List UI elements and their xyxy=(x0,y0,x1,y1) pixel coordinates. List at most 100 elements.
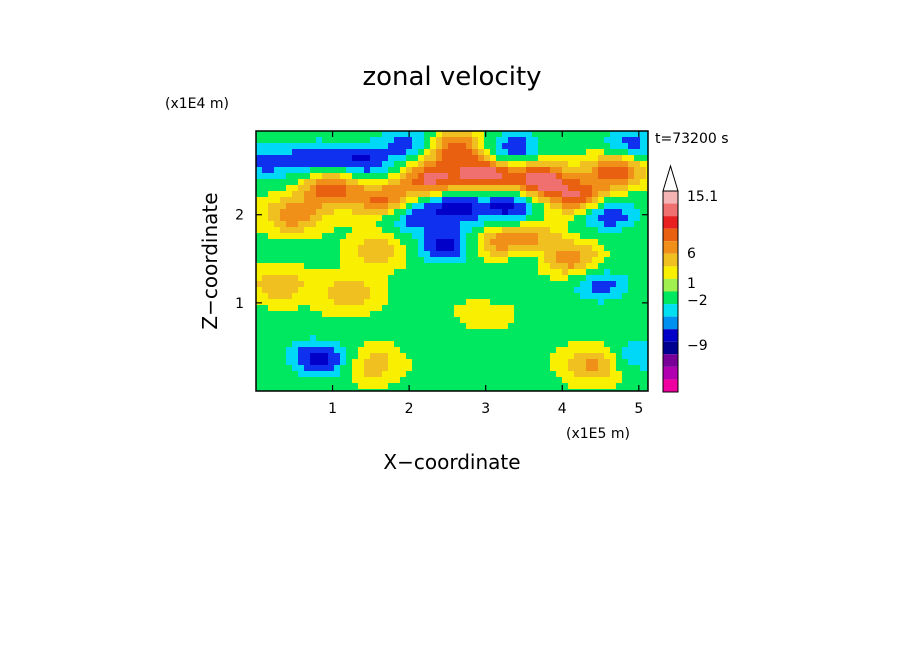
contour-cell xyxy=(610,251,617,258)
contour-cell xyxy=(310,269,317,276)
contour-cell xyxy=(526,155,533,162)
contour-cell xyxy=(352,311,359,318)
contour-cell xyxy=(472,383,479,390)
contour-cell xyxy=(472,341,479,348)
contour-cell xyxy=(460,281,467,288)
contour-cell xyxy=(580,209,587,216)
contour-cell xyxy=(316,239,323,246)
contour-cell xyxy=(568,371,575,378)
contour-cell xyxy=(568,305,575,312)
contour-cell xyxy=(430,233,437,240)
contour-cell xyxy=(382,281,389,288)
contour-cell xyxy=(532,191,539,198)
contour-cell xyxy=(328,137,335,144)
contour-cell xyxy=(310,233,317,240)
contour-cell xyxy=(328,269,335,276)
contour-cell xyxy=(598,293,605,300)
contour-cell xyxy=(430,263,437,270)
contour-cell xyxy=(346,197,353,204)
contour-cell xyxy=(616,185,623,192)
contour-cell xyxy=(388,197,395,204)
contour-cell xyxy=(442,335,449,342)
contour-cell xyxy=(592,137,599,144)
contour-cell xyxy=(340,269,347,276)
contour-cell xyxy=(466,227,473,234)
contour-cell xyxy=(508,293,515,300)
contour-cell xyxy=(538,323,545,330)
contour-cell xyxy=(568,161,575,168)
contour-cell xyxy=(550,359,557,366)
contour-cell xyxy=(580,383,587,390)
contour-cell xyxy=(634,203,641,210)
contour-cell xyxy=(640,353,647,360)
contour-cell xyxy=(340,281,347,288)
contour-cell xyxy=(514,239,521,246)
contour-cell xyxy=(376,167,383,174)
contour-cell xyxy=(580,323,587,330)
contour-cell xyxy=(322,161,329,168)
contour-cell xyxy=(520,167,527,174)
contour-cell xyxy=(418,215,425,222)
contour-cell xyxy=(580,137,587,144)
contour-cell xyxy=(502,191,509,198)
contour-cell xyxy=(382,185,389,192)
contour-cell xyxy=(514,203,521,210)
contour-cell xyxy=(322,215,329,222)
contour-cell xyxy=(496,263,503,270)
contour-cell xyxy=(280,371,287,378)
contour-cell xyxy=(400,365,407,372)
contour-cell xyxy=(316,383,323,390)
contour-cell xyxy=(472,371,479,378)
contour-cell xyxy=(424,335,431,342)
contour-cell xyxy=(598,227,605,234)
contour-cell xyxy=(394,203,401,210)
contour-cell xyxy=(304,335,311,342)
contour-cell xyxy=(436,239,443,246)
contour-cell xyxy=(472,263,479,270)
contour-cell xyxy=(370,179,377,186)
contour-cell xyxy=(586,257,593,264)
contour-cell xyxy=(424,359,431,366)
contour-cell xyxy=(418,203,425,210)
contour-cell xyxy=(646,383,648,390)
contour-cell xyxy=(292,263,299,270)
contour-cell xyxy=(562,299,569,306)
contour-cell xyxy=(340,371,347,378)
contour-cell xyxy=(628,305,635,312)
contour-cell xyxy=(292,191,299,198)
contour-cell xyxy=(382,287,389,294)
contour-cell xyxy=(502,221,509,228)
contour-cell xyxy=(370,191,377,198)
contour-cell xyxy=(568,299,575,306)
contour-cell xyxy=(406,185,413,192)
contour-cell xyxy=(532,299,539,306)
contour-cell xyxy=(358,239,365,246)
contour-cell xyxy=(268,173,275,180)
contour-cell xyxy=(280,275,287,282)
contour-cell xyxy=(292,161,299,168)
contour-cell xyxy=(478,263,485,270)
contour-cell xyxy=(400,323,407,330)
contour-cell xyxy=(622,287,629,294)
contour-cell xyxy=(478,269,485,276)
contour-cell xyxy=(448,185,455,192)
contour-cell xyxy=(358,347,365,354)
contour-cell xyxy=(388,137,395,144)
contour-cell xyxy=(430,341,437,348)
contour-cell xyxy=(484,353,491,360)
contour-cell xyxy=(634,209,641,216)
contour-cell xyxy=(442,347,449,354)
contour-cell xyxy=(526,275,533,282)
contour-cell xyxy=(334,131,341,138)
contour-cell xyxy=(400,347,407,354)
contour-cell xyxy=(460,257,467,264)
contour-cell xyxy=(568,317,575,324)
contour-cell xyxy=(640,227,647,234)
contour-cell xyxy=(334,287,341,294)
contour-cell xyxy=(382,245,389,252)
contour-cell xyxy=(292,197,299,204)
contour-cell xyxy=(268,263,275,270)
contour-cell xyxy=(316,197,323,204)
contour-cell xyxy=(592,173,599,180)
contour-cell xyxy=(484,257,491,264)
